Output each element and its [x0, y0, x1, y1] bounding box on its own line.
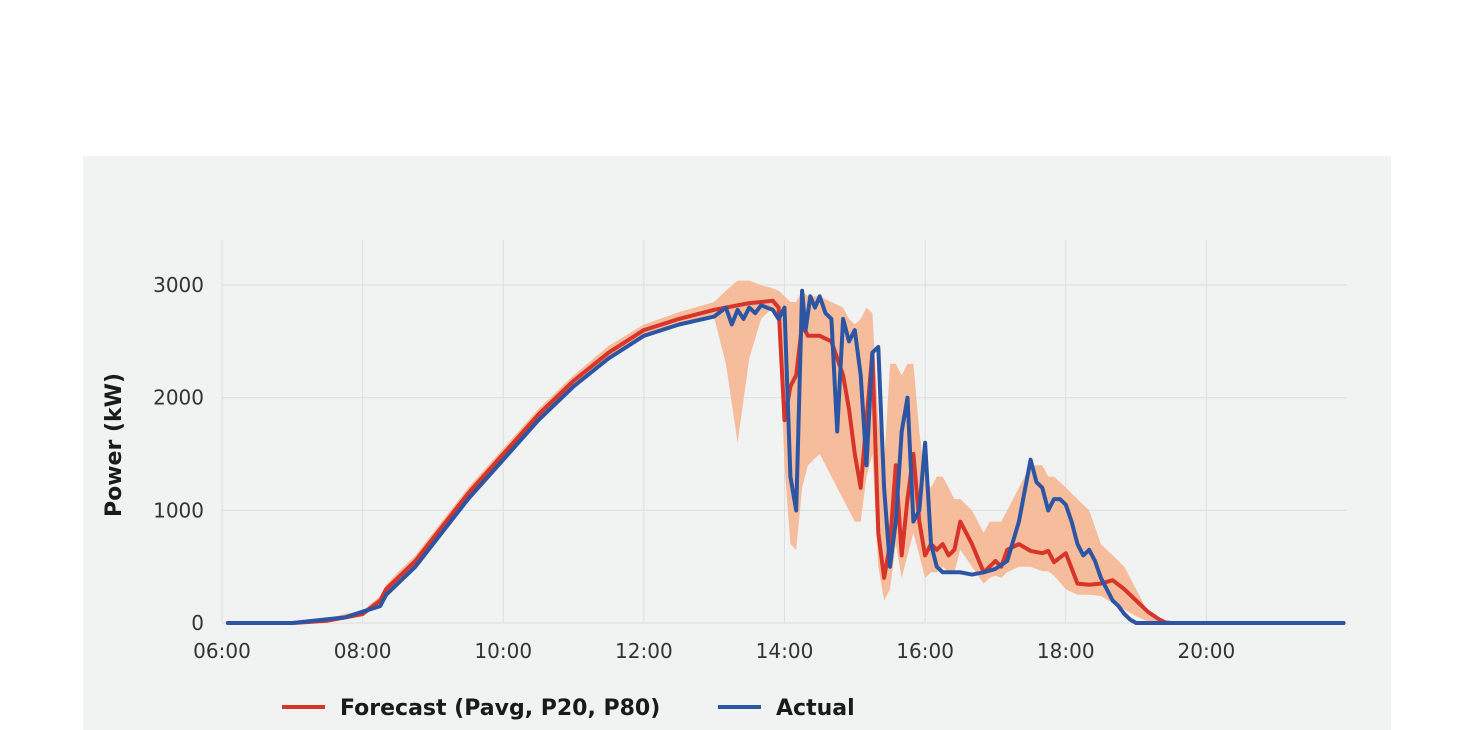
- x-tick-label-3: 12:00: [615, 639, 673, 663]
- x-tick-label-2: 10:00: [474, 639, 532, 663]
- chart-panel: [83, 156, 1391, 730]
- y-tick-label-1: 1000: [153, 498, 204, 522]
- legend-label-actual: Actual: [776, 696, 855, 721]
- forecast-band-p20-p80: [227, 280, 1344, 623]
- forecast-band-layer: [227, 280, 1344, 623]
- y-tick-labels: 0 1000 2000 3000: [153, 273, 204, 635]
- x-tick-label-0: 06:00: [193, 639, 251, 663]
- y-tick-label-2: 2000: [153, 386, 204, 410]
- legend-label-forecast: Forecast (Pavg, P20, P80): [340, 696, 660, 721]
- x-tick-label-1: 08:00: [334, 639, 392, 663]
- actual-line: [225, 288, 1346, 625]
- x-tick-label-6: 18:00: [1037, 639, 1095, 663]
- x-tick-label-7: 20:00: [1178, 639, 1236, 663]
- x-tick-labels: 06:00 08:00 10:00 12:00 14:00 16:00 18:00 20:00: [193, 639, 1235, 663]
- series-layer: [225, 288, 1346, 625]
- y-axis-title: Power (kW): [102, 373, 127, 517]
- y-tick-label-3: 3000: [153, 273, 204, 297]
- x-tick-label-5: 16:00: [896, 639, 954, 663]
- x-tick-label-4: 14:00: [756, 639, 814, 663]
- y-tick-label-0: 0: [191, 611, 204, 635]
- forecast-line: [225, 298, 1346, 625]
- legend[interactable]: Forecast (Pavg, P20, P80) Actual: [282, 696, 855, 721]
